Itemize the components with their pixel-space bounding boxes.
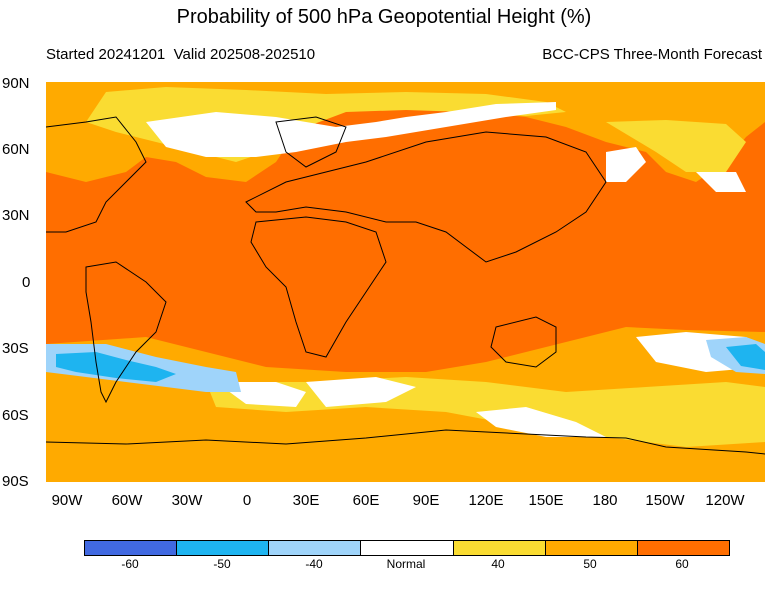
lon-label: 60W: [111, 492, 143, 509]
forecast-model: BCC-CPS Three-Month Forecast: [542, 46, 762, 63]
north-normal-2: [606, 147, 646, 182]
lon-label: 30E: [292, 492, 320, 509]
legend-swatch: [361, 541, 454, 555]
legend-swatch: [177, 541, 270, 555]
lat-label: 60N: [2, 141, 30, 158]
legend-label: -40: [305, 557, 323, 571]
probability-map: [46, 82, 765, 482]
north-band-40b: [606, 120, 746, 172]
lon-label: 90W: [51, 492, 83, 509]
north-america-coast: [46, 116, 147, 233]
lon-label: 150W: [645, 492, 685, 509]
australia-coast: [490, 316, 557, 368]
lon-label: 150E: [528, 492, 564, 509]
legend-swatch: [637, 541, 729, 555]
greenland-coast: [275, 116, 347, 168]
legend-swatch: [545, 541, 638, 555]
south-normal-2: [306, 377, 416, 407]
north-normal-1: [146, 102, 556, 157]
lon-label: 120E: [468, 492, 504, 509]
south-normal-3: [476, 407, 606, 437]
legend-label: 50: [583, 557, 597, 571]
lon-label: 0: [242, 492, 252, 509]
lon-label: 180: [592, 492, 618, 509]
legend-swatch: [85, 541, 178, 555]
lon-label: 30W: [171, 492, 203, 509]
lat-label: 30N: [2, 207, 30, 224]
lon-label: 90E: [412, 492, 440, 509]
lat-label: 0: [22, 274, 31, 291]
lon-label: 60E: [352, 492, 380, 509]
antarctica-coast: [46, 429, 765, 455]
lat-label: 90S: [2, 473, 29, 490]
lat-label: 90N: [2, 75, 30, 92]
coastlines: [46, 116, 765, 455]
africa-coast: [250, 216, 387, 358]
legend-swatch: [453, 541, 546, 555]
legend-swatch: [269, 541, 362, 555]
south-neg50-2: [726, 344, 765, 370]
legend-label: 40: [491, 557, 505, 571]
eurasia-coast: [245, 131, 607, 263]
legend-label: Normal: [386, 557, 426, 571]
legend-label: -60: [121, 557, 139, 571]
lat-label: 60S: [2, 407, 29, 424]
south-neg50-1: [56, 352, 176, 382]
north-normal-3: [696, 172, 746, 192]
south-america-coast: [85, 261, 167, 404]
legend-label: -50: [213, 557, 231, 571]
legend-label: 60: [675, 557, 689, 571]
forecast-dates: Started 20241201 Valid 202508-202510: [46, 46, 316, 63]
map-title: Probability of 500 hPa Geopotential Heig…: [176, 6, 592, 28]
lat-label: 30S: [2, 340, 29, 357]
color-legend: [84, 540, 730, 556]
lon-label: 120W: [705, 492, 745, 509]
